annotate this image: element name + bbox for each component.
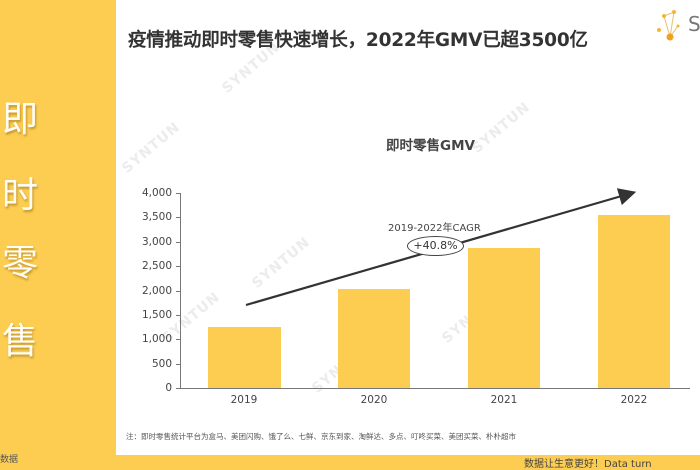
y-tick: 3,500 [141, 211, 172, 223]
bar-2021 [468, 248, 540, 388]
page-title: 疫情推动即时零售快速增长，2022年GMV已超3500亿 [128, 30, 588, 51]
y-tick: 500 [151, 358, 172, 370]
cagr-value-badge: +40.8% [407, 236, 464, 256]
y-tick-mark [176, 217, 180, 218]
y-tick-mark [176, 266, 180, 267]
footnote: 注：即时零售统计平台为盒马、美团闪购、饿了么、七鲜、京东到家、淘鲜达、多点、叮咚… [126, 432, 516, 441]
x-tick: 2021 [490, 394, 518, 406]
y-tick: 1,000 [141, 333, 172, 345]
footer-left-fragment: 数据 [0, 455, 19, 465]
sidebar: 即 时 零 售 [0, 0, 116, 470]
sidebar-char-3: 零 [2, 243, 39, 284]
y-tick: 2,000 [141, 285, 172, 297]
bar-2020 [338, 289, 410, 388]
bar-2019 [208, 327, 281, 388]
chart-title: 即时零售GMV [386, 138, 475, 154]
y-tick: 4,000 [141, 187, 172, 199]
y-tick-mark [176, 291, 180, 292]
y-tick: 3,000 [141, 236, 172, 248]
y-tick-mark [176, 242, 180, 243]
x-tick: 2022 [620, 394, 648, 406]
y-tick-mark [176, 339, 180, 340]
sidebar-char-2: 时 [2, 175, 39, 216]
y-tick-mark [176, 388, 180, 389]
y-tick: 2,500 [141, 260, 172, 272]
content-panel: 疫情推动即时零售快速增长，2022年GMV已超3500亿 S SYNTUN SY… [116, 0, 700, 455]
brand-logo: S [640, 4, 700, 44]
y-tick-mark [176, 193, 180, 194]
network-logo-icon [657, 10, 680, 41]
bar-2022 [598, 215, 670, 388]
x-tick: 2020 [360, 394, 388, 406]
y-tick-mark [176, 315, 180, 316]
cagr-label: 2019-2022年CAGR [388, 223, 481, 234]
sidebar-char-4: 售 [2, 321, 39, 362]
footer-slogan: 数据让生意更好！Data turn [524, 459, 652, 470]
logo-letter: S [688, 12, 700, 36]
sidebar-char-1: 即 [2, 99, 39, 140]
y-tick: 0 [165, 382, 172, 394]
y-tick: 1,500 [141, 309, 172, 321]
x-tick: 2019 [230, 394, 258, 406]
x-axis [180, 388, 690, 389]
y-axis [180, 193, 181, 389]
y-tick-mark [176, 364, 180, 365]
